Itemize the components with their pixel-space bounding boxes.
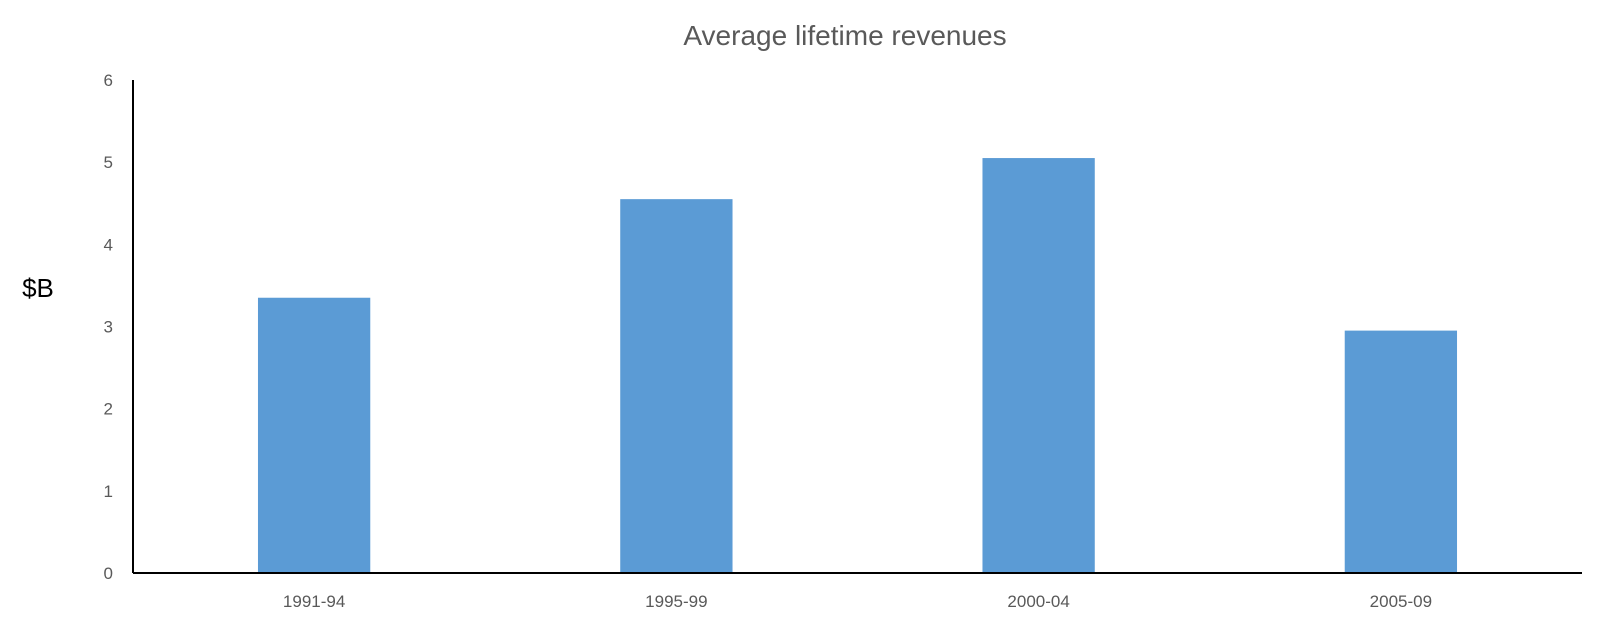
x-tick-label: 2000-04	[1007, 592, 1069, 611]
y-tick-label: 3	[104, 318, 113, 337]
bar-1991-94	[257, 297, 371, 573]
chart-title: Average lifetime revenues	[683, 20, 1006, 51]
y-tick-label: 1	[104, 482, 113, 501]
bar-2000-04	[982, 158, 1095, 573]
x-axis-ticks: 1991-94 1995-99 2000-04 2005-09	[283, 592, 1432, 611]
bar-1995-99	[620, 199, 733, 573]
y-axis-label: $B	[22, 273, 54, 303]
y-tick-label: 5	[104, 153, 113, 172]
y-tick-label: 6	[104, 71, 113, 90]
y-tick-label: 4	[104, 235, 113, 254]
y-tick-label: 2	[104, 400, 113, 419]
y-tick-label: 0	[104, 564, 113, 583]
x-tick-label: 1991-94	[283, 592, 345, 611]
bar-2005-09	[1344, 330, 1458, 573]
x-tick-label: 1995-99	[645, 592, 707, 611]
y-axis-ticks: 0 1 2 3 4 5 6	[104, 71, 113, 583]
x-tick-label: 2005-09	[1370, 592, 1432, 611]
bar-series	[257, 158, 1458, 573]
